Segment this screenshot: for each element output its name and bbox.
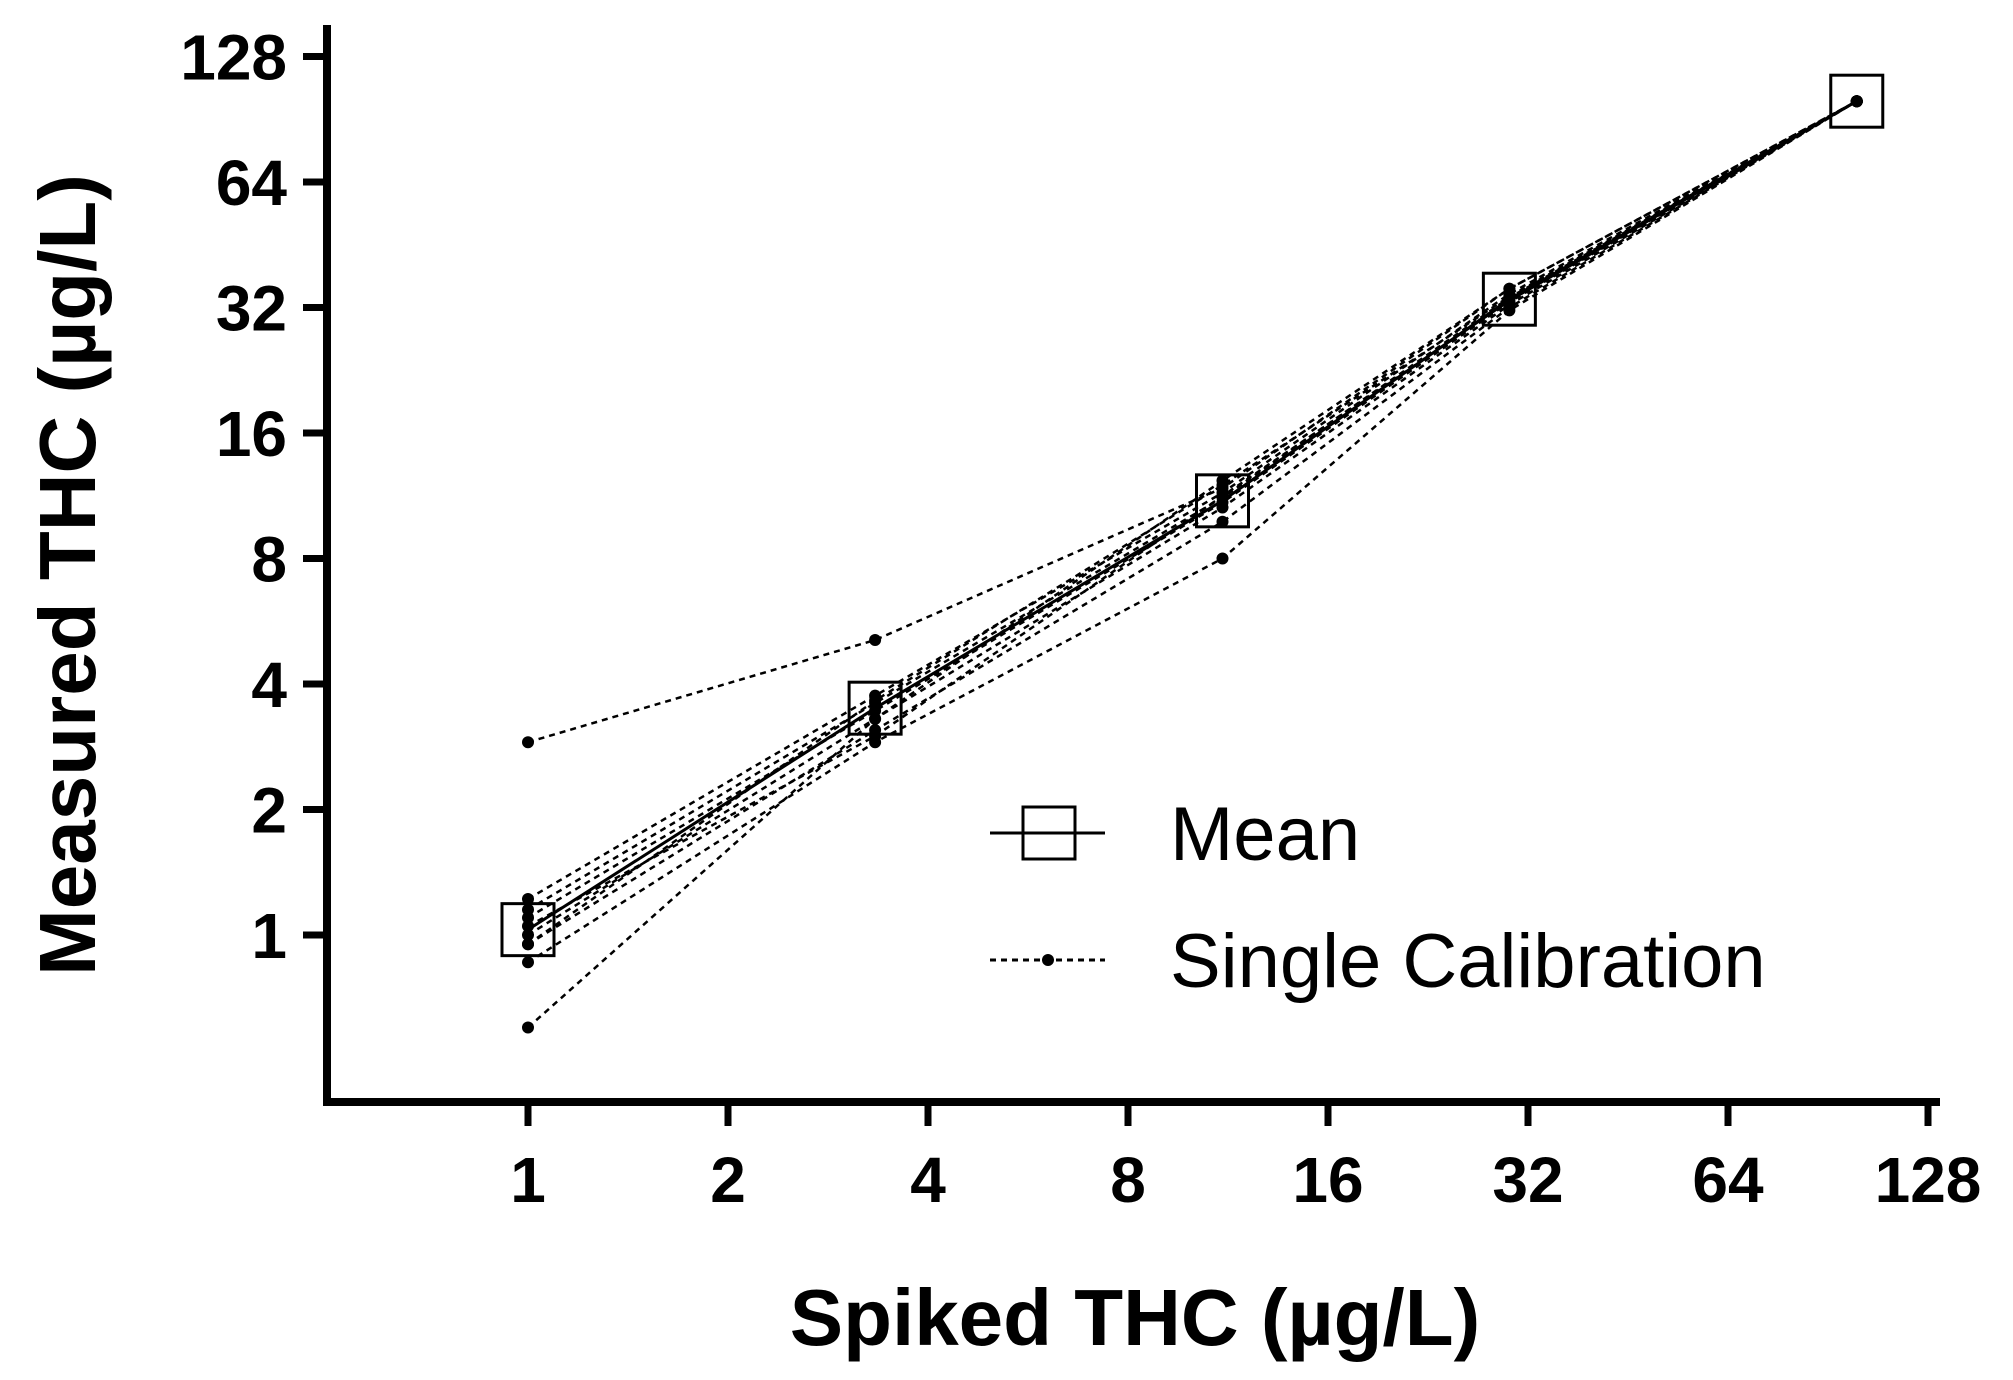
y-tick-label: 32	[216, 273, 287, 345]
mean-line	[527, 99, 1858, 931]
x-tick-label: 2	[710, 1144, 746, 1216]
x-axis-title: Spiked THC (µg/L)	[790, 1273, 1481, 1362]
single-calibration-point	[869, 730, 882, 743]
single-calibration-point	[522, 892, 534, 905]
x-ticks: 1 2 4 8 16 32 64 128	[510, 1102, 1981, 1216]
legend-single-calibration-label: Single Calibration	[1170, 919, 1766, 1004]
y-tick-label: 1	[251, 900, 287, 972]
single-calibration-point	[522, 1021, 534, 1034]
single-calibration-point	[522, 911, 534, 924]
single-calibration-line	[527, 100, 1858, 946]
single-calibration-point	[522, 956, 534, 969]
x-tick-label: 8	[1110, 1144, 1146, 1216]
single-calibration-point	[1216, 479, 1229, 492]
mean-point	[1194, 473, 1250, 529]
legend-mean-square-marker	[1021, 805, 1077, 861]
legend-single-calibration-dot-marker	[1042, 954, 1054, 966]
mean-point	[1481, 271, 1537, 327]
x-tick-label: 16	[1292, 1144, 1363, 1216]
single-calibration-line	[527, 100, 1858, 744]
single-calibration-point	[1216, 515, 1229, 528]
mean-point	[500, 902, 556, 958]
x-tick-label: 128	[1875, 1144, 1982, 1216]
single-calibration-point	[869, 634, 882, 647]
x-tick-label: 1	[510, 1144, 546, 1216]
y-tick-label: 4	[251, 649, 287, 721]
single-calibration-point	[522, 938, 534, 951]
y-tick-label: 16	[216, 398, 287, 470]
y-tick-label: 64	[216, 147, 288, 219]
mean-point	[1829, 73, 1885, 129]
y-ticks: 1 2 4 8 16 32 64 128	[180, 22, 327, 972]
single-calibration-point	[522, 929, 534, 941]
legend: Mean Single Calibration	[990, 792, 1766, 1004]
single-calibration-point	[1503, 304, 1516, 317]
x-tick-label: 64	[1692, 1144, 1764, 1216]
y-tick-label: 128	[180, 22, 287, 94]
y-tick-label: 2	[251, 775, 287, 847]
series-layer	[500, 73, 1885, 1034]
mean-point	[847, 680, 903, 736]
x-tick-label: 4	[910, 1144, 946, 1216]
x-tick-label: 32	[1492, 1144, 1563, 1216]
single-calibration-point	[522, 736, 534, 749]
single-calibration-line	[527, 100, 1858, 1029]
y-axis-title: Measured THC (µg/L)	[23, 174, 112, 976]
legend-mean-label: Mean	[1170, 792, 1360, 877]
y-tick-label: 8	[251, 524, 287, 596]
single-calibration-point	[869, 694, 882, 707]
single-calibration-point	[1216, 552, 1229, 565]
single-calibration-point	[869, 712, 882, 725]
single-calibration-point	[1216, 501, 1229, 514]
